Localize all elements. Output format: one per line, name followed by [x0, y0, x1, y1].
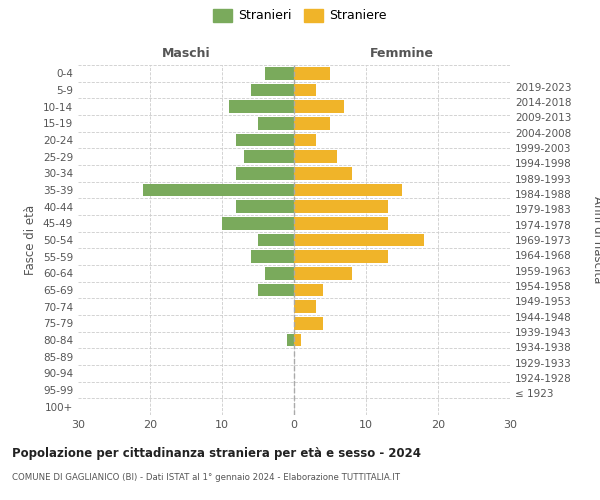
Bar — [287, 334, 294, 346]
Bar — [258, 117, 294, 130]
Bar — [294, 84, 316, 96]
Bar — [222, 217, 294, 230]
Bar — [294, 300, 316, 313]
Bar — [143, 184, 294, 196]
Bar — [294, 200, 388, 213]
Bar — [229, 100, 294, 113]
Bar — [294, 150, 337, 163]
Bar — [294, 217, 388, 230]
Bar — [258, 284, 294, 296]
Bar — [294, 67, 330, 80]
Bar — [236, 134, 294, 146]
Bar — [294, 167, 352, 179]
Bar — [294, 117, 330, 130]
Bar — [294, 250, 388, 263]
Bar — [251, 250, 294, 263]
Bar — [258, 234, 294, 246]
Legend: Stranieri, Straniere: Stranieri, Straniere — [213, 8, 387, 22]
Bar — [294, 334, 301, 346]
Bar — [265, 267, 294, 280]
Bar — [236, 200, 294, 213]
Bar — [294, 100, 344, 113]
Text: Femmine: Femmine — [370, 47, 434, 60]
Bar — [294, 317, 323, 330]
Bar — [294, 234, 424, 246]
Text: Maschi: Maschi — [161, 47, 211, 60]
Text: COMUNE DI GAGLIANICO (BI) - Dati ISTAT al 1° gennaio 2024 - Elaborazione TUTTITA: COMUNE DI GAGLIANICO (BI) - Dati ISTAT a… — [12, 472, 400, 482]
Bar — [294, 184, 402, 196]
Y-axis label: Anni di nascita: Anni di nascita — [591, 196, 600, 284]
Bar — [236, 167, 294, 179]
Bar — [294, 134, 316, 146]
Bar — [294, 267, 352, 280]
Bar — [265, 67, 294, 80]
Text: Popolazione per cittadinanza straniera per età e sesso - 2024: Popolazione per cittadinanza straniera p… — [12, 448, 421, 460]
Bar — [244, 150, 294, 163]
Y-axis label: Fasce di età: Fasce di età — [25, 205, 37, 275]
Bar — [251, 84, 294, 96]
Bar — [294, 284, 323, 296]
